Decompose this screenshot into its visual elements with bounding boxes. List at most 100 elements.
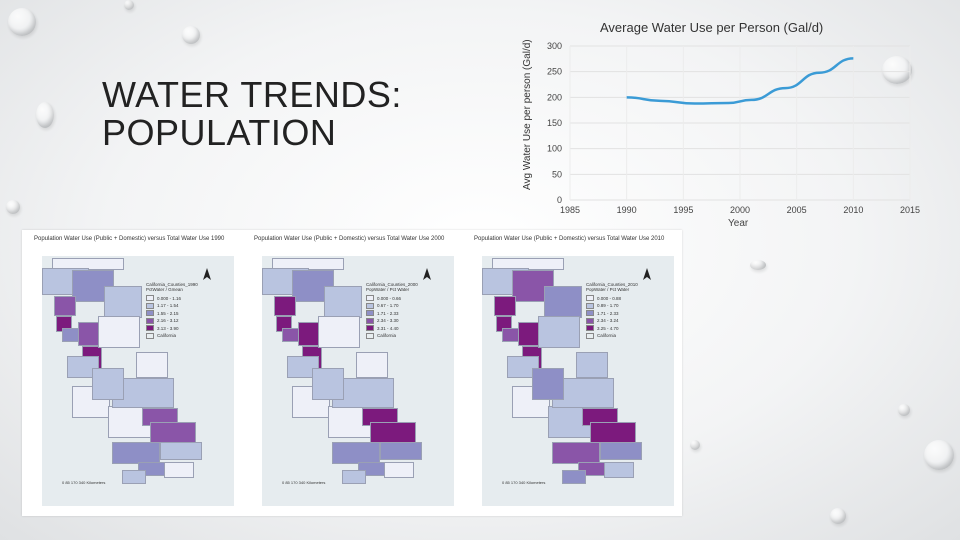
legend-swatch xyxy=(366,310,374,316)
x-tick-label: 2010 xyxy=(843,205,863,215)
map-title: Population Water Use (Public + Domestic)… xyxy=(254,236,445,242)
legend-swatch xyxy=(146,332,154,339)
county-region xyxy=(150,422,196,444)
county-region xyxy=(67,356,99,378)
water-drop-decoration xyxy=(750,260,766,270)
county-region xyxy=(122,470,146,484)
legend-swatch xyxy=(366,295,374,301)
north-arrow-icon xyxy=(203,268,211,280)
county-region xyxy=(104,286,142,318)
county-region xyxy=(544,286,582,318)
water-drop-decoration xyxy=(6,200,20,214)
legend-label: 0.67 - 1.70 xyxy=(377,303,399,308)
county-region xyxy=(380,442,422,460)
county-region xyxy=(370,422,416,444)
x-tick-label: 1985 xyxy=(560,205,580,215)
county-region xyxy=(274,296,296,316)
county-region xyxy=(384,462,414,478)
legend-title: California_Counties_2000 PopWater / Pct … xyxy=(366,282,418,292)
water-use-line-chart: 0 50 100 150 200 250 300 1985 1990 1995 2000 2005 20… xyxy=(547,41,920,215)
chart-title: Average Water Use per Person (Gal/d) xyxy=(600,20,824,35)
x-tick-label: 2015 xyxy=(900,205,920,215)
map-panel: Population Water Use (Public + Domestic)… xyxy=(22,230,240,516)
county-region xyxy=(494,296,516,316)
legend-item: 2.16 - 3.12 xyxy=(146,317,208,324)
series-line xyxy=(626,57,854,105)
county-region xyxy=(287,356,319,378)
y-tick-label: 200 xyxy=(547,92,562,102)
california-county-map xyxy=(482,256,674,506)
map-title: Population Water Use (Public + Domestic)… xyxy=(34,236,225,242)
county-region xyxy=(507,356,539,378)
county-region xyxy=(342,470,366,484)
county-region xyxy=(332,442,380,464)
map-legend: California_Counties_2000 PopWater / Pct … xyxy=(366,282,428,340)
legend-item: California xyxy=(366,332,428,339)
legend-swatch xyxy=(586,310,594,316)
water-drop-decoration xyxy=(36,102,54,128)
county-region xyxy=(356,352,388,378)
north-arrow-icon xyxy=(423,268,431,280)
legend-label: 0.000 - 0.66 xyxy=(377,295,402,301)
y-tick-label: 300 xyxy=(547,41,562,51)
legend-label: 3.25 - 4.70 xyxy=(597,325,619,331)
california-county-map xyxy=(42,256,234,506)
legend-item: 0.000 - 1.16 xyxy=(146,295,208,301)
legend-label: 1.55 - 2.15 xyxy=(157,310,179,316)
legend-label: California xyxy=(597,333,617,338)
legend-swatch xyxy=(586,332,594,339)
legend-swatch xyxy=(146,295,154,301)
county-region xyxy=(562,470,586,484)
legend-label: 1.71 - 2.33 xyxy=(597,310,619,316)
legend-label: 2.34 - 3.24 xyxy=(597,318,619,323)
legend-label: 0.89 - 1.70 xyxy=(597,303,619,308)
y-tick-label: 0 xyxy=(557,195,562,205)
legend-item: 3.25 - 4.70 xyxy=(586,325,648,331)
legend-item: 0.67 - 1.70 xyxy=(366,302,428,309)
county-region xyxy=(112,442,160,464)
map-legend: California_Counties_1990 PctWater / Gmea… xyxy=(146,282,208,340)
water-drop-decoration xyxy=(124,0,134,10)
slide-title-line1: WATER TRENDS: xyxy=(102,74,402,115)
county-region xyxy=(538,316,580,348)
water-drop-decoration xyxy=(898,404,910,416)
legend-swatch xyxy=(146,317,154,324)
legend-item: 0.000 - 0.66 xyxy=(366,295,428,301)
water-drop-decoration xyxy=(882,56,912,84)
legend-swatch xyxy=(146,310,154,316)
legend-label: 1.71 - 2.33 xyxy=(377,310,399,316)
map-panel: Population Water Use (Public + Domestic)… xyxy=(462,230,680,516)
y-tick-label: 100 xyxy=(547,144,562,154)
legend-swatch xyxy=(146,325,154,331)
x-tick-label: 1990 xyxy=(617,205,637,215)
x-tick-label: 2000 xyxy=(730,205,750,215)
legend-item: California xyxy=(146,332,208,339)
county-region xyxy=(54,296,76,316)
legend-item: 1.17 - 1.54 xyxy=(146,302,208,309)
county-region xyxy=(164,462,194,478)
county-region xyxy=(532,368,564,400)
legend-swatch xyxy=(586,302,594,309)
legend-label: 2.34 - 3.30 xyxy=(377,318,399,323)
county-region xyxy=(312,368,344,400)
maps-image: Population Water Use (Public + Domestic)… xyxy=(22,230,682,516)
x-tick-label: 2005 xyxy=(787,205,807,215)
county-region xyxy=(604,462,634,478)
legend-item: 1.71 - 2.33 xyxy=(366,310,428,316)
chart-x-axis-label: Year xyxy=(728,218,749,229)
legend-swatch xyxy=(366,317,374,324)
legend-label: 0.000 - 1.16 xyxy=(157,295,182,301)
scale-bar: 0 85 170 340 Kilometers xyxy=(502,480,546,485)
legend-item: 0.89 - 1.70 xyxy=(586,302,648,309)
legend-swatch xyxy=(586,325,594,331)
water-drop-decoration xyxy=(830,508,846,524)
map-panel: Population Water Use (Public + Domestic)… xyxy=(242,230,460,516)
legend-swatch xyxy=(586,295,594,301)
legend-item: 1.71 - 2.33 xyxy=(586,310,648,316)
legend-swatch xyxy=(366,302,374,309)
y-tick-label: 50 xyxy=(552,169,562,179)
county-region xyxy=(552,442,600,464)
legend-swatch xyxy=(366,332,374,339)
legend-swatch xyxy=(366,325,374,331)
county-region xyxy=(92,368,124,400)
